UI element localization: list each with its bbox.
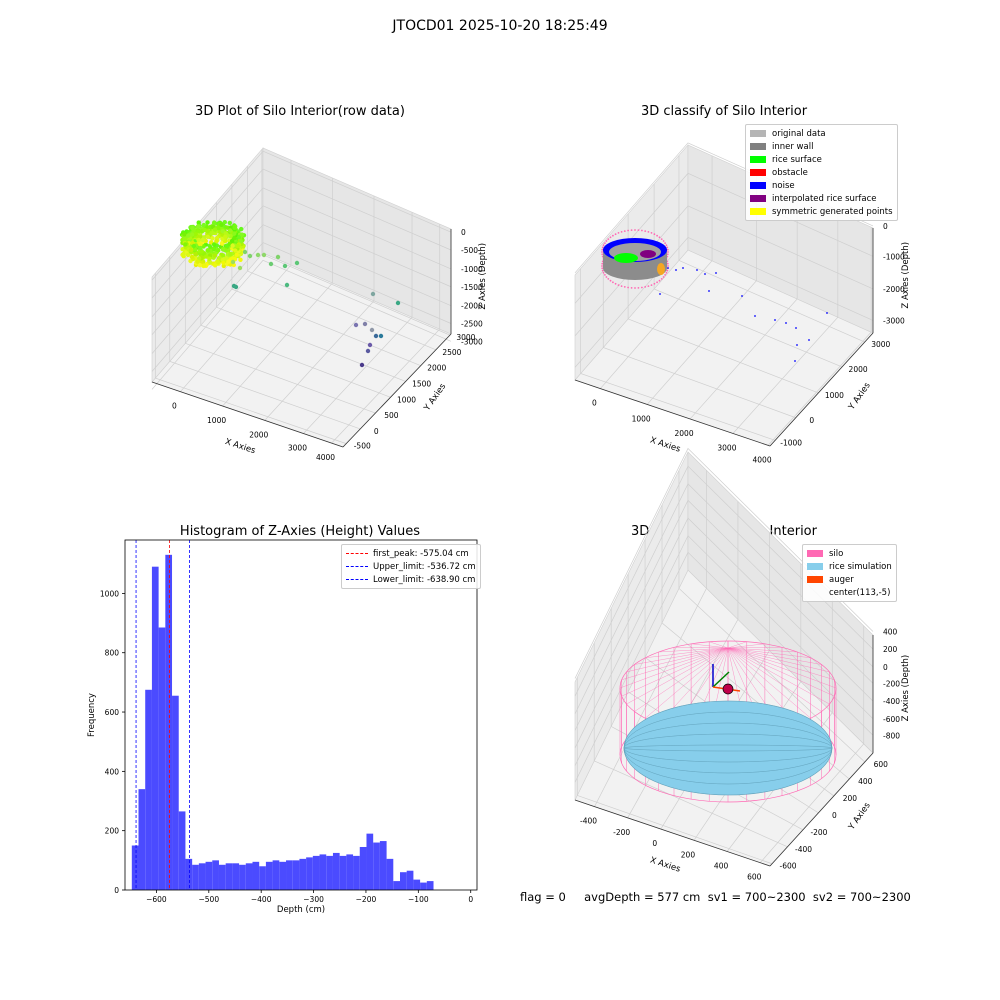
auger-marker [723, 684, 733, 694]
rice-simulation-surface [624, 701, 832, 795]
p4-x-tick: 0 [652, 839, 657, 848]
legend-swatch [807, 589, 823, 596]
legend-swatch [807, 563, 823, 570]
simulation-legend: silo rice simulation auger center(113,-5) [802, 544, 897, 602]
p4-x-tick: -200 [613, 828, 630, 837]
p4-y-label: Y Axies [846, 800, 873, 832]
legend-entry: rice simulation [807, 560, 892, 573]
p4-y-tick: 600 [874, 760, 889, 769]
p4-z-tick: -600 [883, 715, 900, 724]
p4-x-label: X Axies [649, 855, 682, 874]
p4-z-tick: -800 [883, 731, 900, 740]
p4-z-label: Z Axies (Depth) [901, 655, 911, 722]
p4-y-tick: 0 [832, 811, 837, 820]
legend-label: auger [829, 575, 854, 585]
p4-z-tick: 0 [883, 663, 888, 672]
legend-entry: auger [807, 573, 892, 586]
p4-y-tick: 400 [858, 777, 873, 786]
p4-z-tick: -400 [883, 697, 900, 706]
p4-x-tick: 400 [714, 861, 729, 870]
legend-swatch [807, 550, 823, 557]
legend-label: rice simulation [829, 562, 892, 572]
p4-x-tick: 600 [747, 873, 762, 882]
legend-swatch [807, 576, 823, 583]
p4-z-tick: 400 [883, 627, 898, 636]
legend-entry: center(113,-5) [807, 586, 892, 599]
p4-y-tick: -200 [810, 828, 827, 837]
p4-y-tick: -400 [795, 845, 812, 854]
p4-y-tick: -600 [780, 862, 797, 871]
legend-label: silo [829, 549, 843, 559]
p4-x-tick: 200 [681, 850, 696, 859]
status-footer: flag = 0 avgDepth = 577 cm sv1 = 700~230… [520, 890, 911, 904]
p4-y-tick: 200 [843, 794, 858, 803]
p4-z-tick: -200 [883, 679, 900, 688]
p4-x-tick: -400 [580, 817, 597, 826]
p4-z-tick: 200 [883, 645, 898, 654]
legend-label: center(113,-5) [829, 588, 890, 598]
legend-entry: silo [807, 547, 892, 560]
